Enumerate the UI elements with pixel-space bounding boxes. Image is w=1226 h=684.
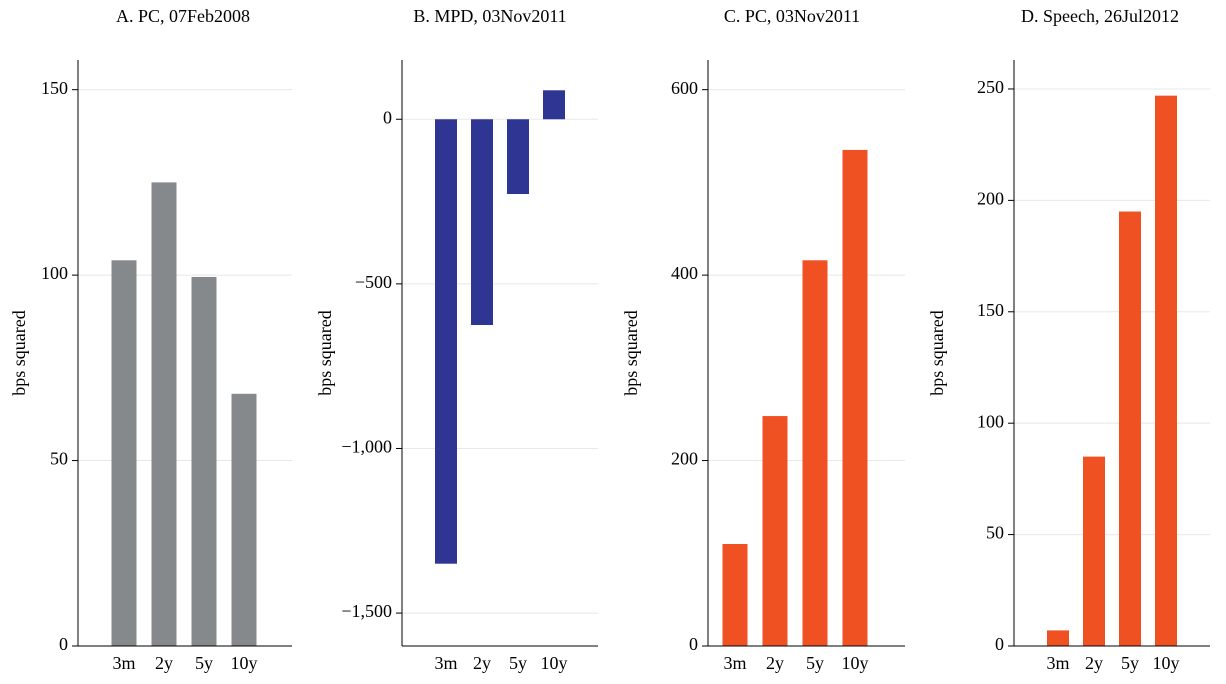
x-tick-label: 2y <box>473 653 491 673</box>
x-tick-label: 5y <box>509 653 527 673</box>
panel-title: D. Speech, 26Jul2012 <box>1021 6 1179 26</box>
y-tick-label: 100 <box>41 263 68 283</box>
x-tick-label: 2y <box>1085 653 1103 673</box>
y-tick-label: 0 <box>995 634 1004 654</box>
x-tick-label: 3m <box>112 653 135 673</box>
x-tick-label: 5y <box>1121 653 1139 673</box>
x-tick-label: 3m <box>434 653 457 673</box>
x-tick-label: 10y <box>842 653 869 673</box>
panel: B. MPD, 03Nov2011 bps squared 0 −500 −1,000 −… <box>315 6 598 673</box>
bar <box>762 416 788 646</box>
y-tick-label: −1,000 <box>341 437 392 457</box>
bar <box>543 90 565 120</box>
bar <box>842 149 868 646</box>
x-tick-label: 5y <box>195 653 213 673</box>
panel-title: B. MPD, 03Nov2011 <box>413 6 566 26</box>
bar <box>151 182 177 647</box>
y-axis-label: bps squared <box>9 310 29 395</box>
x-tick-label: 2y <box>155 653 173 673</box>
bar <box>471 119 493 326</box>
y-tick-label: 200 <box>977 188 1004 208</box>
y-tick-label: 0 <box>383 107 392 127</box>
panel: A. PC, 07Feb2008 bps squared 0 50 100 150 3m 2y… <box>9 6 292 673</box>
panel: C. PC, 03Nov2011 bps squared 0 200 400 600 3m 2… <box>621 6 905 673</box>
y-tick-label: 600 <box>671 78 698 98</box>
y-tick-label: 150 <box>977 300 1004 320</box>
y-tick-label: 250 <box>977 77 1004 97</box>
bar <box>507 119 529 194</box>
y-tick-label: 150 <box>41 78 68 98</box>
bar <box>1047 630 1069 646</box>
bar <box>435 119 457 564</box>
y-tick-label: 0 <box>59 634 68 654</box>
y-axis-label: bps squared <box>315 310 335 395</box>
y-tick-label: −1,500 <box>341 601 392 621</box>
x-tick-label: 5y <box>806 653 824 673</box>
panel-title: A. PC, 07Feb2008 <box>116 6 250 26</box>
y-tick-label: 50 <box>50 449 68 469</box>
x-tick-label: 2y <box>766 653 784 673</box>
y-axis-label: bps squared <box>927 310 947 395</box>
y-tick-label: 50 <box>986 523 1004 543</box>
bar <box>231 393 257 646</box>
bar <box>111 260 137 646</box>
x-tick-label: 10y <box>541 653 568 673</box>
y-axis-label: bps squared <box>621 310 641 395</box>
y-tick-label: 100 <box>977 411 1004 431</box>
bar <box>1119 211 1141 646</box>
y-tick-label: 0 <box>689 634 698 654</box>
x-tick-label: 10y <box>1153 653 1180 673</box>
y-tick-label: 200 <box>671 449 698 469</box>
y-tick-label: −500 <box>355 272 392 292</box>
bar <box>1083 456 1105 646</box>
x-tick-label: 3m <box>723 653 746 673</box>
bar <box>722 544 748 646</box>
y-tick-label: 400 <box>671 263 698 283</box>
panel: D. Speech, 26Jul2012 bps squared 0 50 100 150… <box>927 6 1210 673</box>
x-tick-label: 10y <box>231 653 258 673</box>
x-tick-label: 3m <box>1046 653 1069 673</box>
bar <box>1155 95 1177 646</box>
bar <box>802 260 828 646</box>
bar <box>191 276 217 646</box>
panel-title: C. PC, 03Nov2011 <box>724 6 860 26</box>
